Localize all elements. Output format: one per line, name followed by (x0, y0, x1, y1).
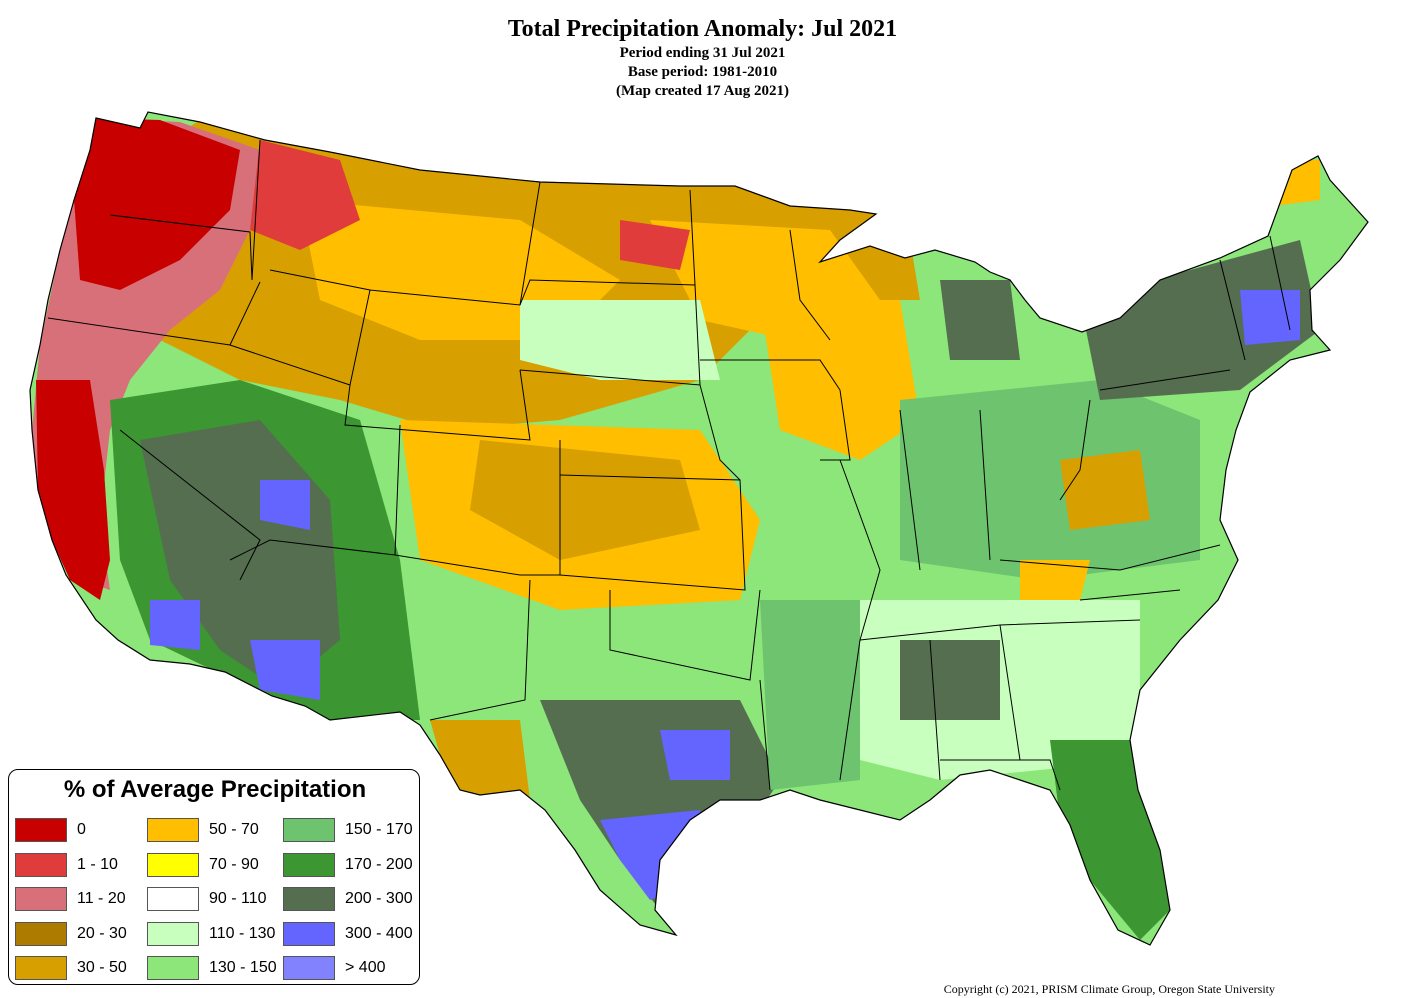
copyright-notice: Copyright (c) 2021, PRISM Climate Group,… (943, 982, 1275, 996)
base-period-line: Base period: 1981-2010 (627, 64, 778, 80)
legend-swatch (15, 818, 67, 842)
legend-label: 130 - 150 (209, 959, 277, 976)
legend-item: 1 - 10 (15, 853, 155, 879)
legend-swatch (283, 818, 335, 842)
legend-label: 1 - 10 (77, 856, 118, 873)
legend-swatch (147, 956, 199, 980)
legend-title: % of Average Precipitation (63, 776, 367, 803)
legend-item: 20 - 30 (15, 922, 155, 948)
legend-label: 200 - 300 (345, 890, 413, 907)
legend-item: 11 - 20 (15, 887, 155, 913)
legend-item: 110 - 130 (147, 922, 287, 948)
legend-swatch (283, 887, 335, 911)
legend-label: 30 - 50 (77, 959, 127, 976)
legend-label: > 400 (345, 959, 386, 976)
legend-label: 150 - 170 (345, 821, 413, 838)
legend-label: 70 - 90 (209, 856, 259, 873)
legend-swatch (147, 887, 199, 911)
legend-label: 170 - 200 (345, 856, 413, 873)
map-title: Total Precipitation Anomaly: Jul 2021 (507, 16, 898, 42)
state-boundaries (29, 111, 1369, 946)
legend: % of Average Precipitation 0 1 - 10 11 -… (8, 769, 420, 985)
legend-swatch (147, 818, 199, 842)
period-ending-line: Period ending 31 Jul 2021 (619, 45, 786, 61)
legend-label: 50 - 70 (209, 821, 259, 838)
legend-item: 300 - 400 (283, 922, 423, 948)
legend-label: 90 - 110 (209, 890, 267, 907)
legend-item: 200 - 300 (283, 887, 423, 913)
legend-item: 130 - 150 (147, 956, 287, 982)
legend-label: 0 (77, 821, 86, 838)
legend-swatch (15, 956, 67, 980)
legend-label: 20 - 30 (77, 925, 127, 942)
legend-item: 170 - 200 (283, 853, 423, 879)
legend-item: 150 - 170 (283, 818, 423, 844)
map-header: Total Precipitation Anomaly: Jul 2021 Pe… (0, 14, 1405, 101)
legend-item: > 400 (283, 956, 423, 982)
legend-item: 90 - 110 (147, 887, 287, 913)
legend-label: 11 - 20 (77, 890, 126, 907)
legend-swatch (283, 922, 335, 946)
legend-swatch (15, 922, 67, 946)
legend-swatch (15, 887, 67, 911)
legend-label: 110 - 130 (209, 925, 276, 942)
legend-swatch (147, 853, 199, 877)
legend-swatch (15, 853, 67, 877)
map-created-line: (Map created 17 Aug 2021) (615, 83, 790, 99)
legend-item: 70 - 90 (147, 853, 287, 879)
legend-swatch (283, 853, 335, 877)
legend-item: 50 - 70 (147, 818, 287, 844)
legend-label: 300 - 400 (345, 925, 413, 942)
legend-item: 0 (15, 818, 155, 844)
legend-item: 30 - 50 (15, 956, 155, 982)
legend-swatch (147, 922, 199, 946)
legend-swatch (283, 956, 335, 980)
